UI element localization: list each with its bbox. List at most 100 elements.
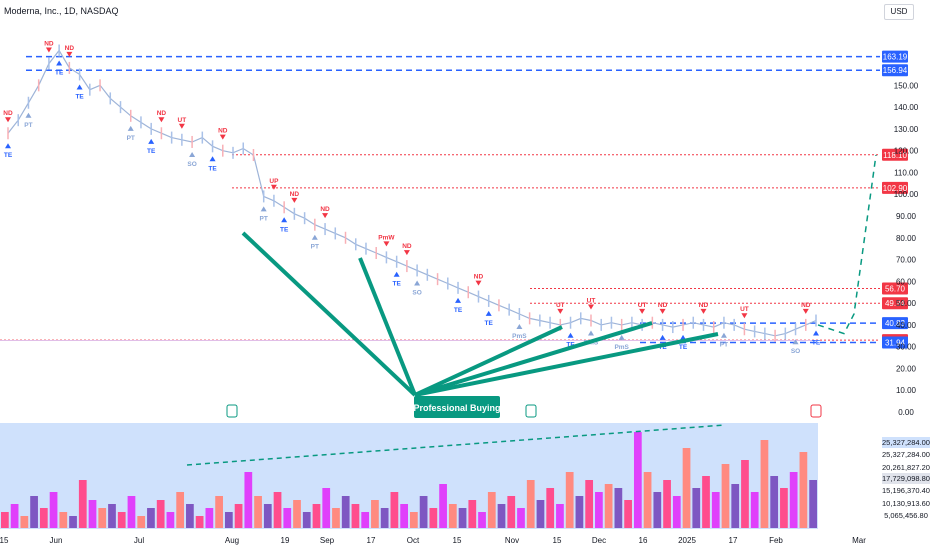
volume-bar <box>711 492 720 528</box>
signal-label: UP <box>269 178 279 185</box>
level-lines: 163.19 156.94 118.10 102.90 56.70 49.94 40.83 3… <box>0 50 908 349</box>
signal-triangle <box>45 47 52 53</box>
signal-triangle <box>178 123 185 129</box>
price-tick-label: 0.00 <box>898 408 914 417</box>
earnings-icon[interactable] <box>226 404 238 418</box>
volume-bar <box>546 488 555 528</box>
signal-triangle <box>587 304 594 310</box>
signal-triangle <box>567 332 574 338</box>
volume-bar <box>682 448 691 528</box>
volume-bar <box>604 484 613 528</box>
price-level-label: 49.94 <box>885 299 906 308</box>
signal-triangle <box>383 241 390 247</box>
time-tick-label: Aug <box>225 536 239 545</box>
price-tick-label: 150.00 <box>894 81 919 90</box>
signal-label: TE <box>454 307 463 314</box>
volume-bar <box>127 496 136 528</box>
volume-bar <box>137 516 146 528</box>
volume-bar <box>147 508 155 528</box>
signal-triangle <box>639 308 646 314</box>
volume-bar <box>302 512 311 528</box>
signal-triangle <box>720 332 727 338</box>
volume-bar <box>312 504 321 528</box>
volume-tick-label: 20,261,827.20 <box>882 463 930 472</box>
signal-triangle <box>455 297 462 303</box>
volume-bar <box>633 432 642 528</box>
signal-label: ND <box>44 41 54 48</box>
callout-box <box>414 396 500 418</box>
signal-label: SO <box>187 161 196 168</box>
signal-label: PT <box>311 244 319 251</box>
currency-selector[interactable]: USD <box>884 4 914 20</box>
price-level-badge <box>882 336 908 349</box>
professional-buying-callout: Professional Buying <box>241 231 719 418</box>
price-tick-label: 30.00 <box>896 343 917 352</box>
signal-triangle <box>659 308 666 314</box>
volume-tick-badge <box>882 437 930 448</box>
price-axis: 0.00 10.00 20.00 30.00 40.00 50.00 60.00 70.00 8… <box>894 81 919 417</box>
volume-panel-background <box>0 423 818 529</box>
time-tick-label: 17 <box>729 536 738 545</box>
signal-label: TE <box>55 69 64 76</box>
volume-bar <box>20 516 29 528</box>
volume-bar <box>760 440 769 528</box>
callout-arrow <box>414 321 653 397</box>
volume-bar <box>585 480 594 528</box>
price-tick-label: 10.00 <box>896 386 917 395</box>
signal-markers: NDNDNDTETETEPTUTNDNDPTTESOTEPTUPNDNDTEPT… <box>3 0 902 355</box>
price-level-label: 156.94 <box>883 66 908 75</box>
volume-bar <box>741 460 749 528</box>
signal-label: ND <box>883 0 893 2</box>
volume-bar <box>663 480 671 528</box>
volume-bar <box>117 512 126 528</box>
callout-arrow <box>414 332 719 397</box>
volume-bar <box>556 504 564 528</box>
price-tick-label: 60.00 <box>896 277 917 286</box>
volume-bar <box>88 500 97 528</box>
signal-label: ND <box>157 110 167 117</box>
signal-label: PmW <box>378 234 395 241</box>
earnings-icon[interactable] <box>810 404 822 418</box>
price-tick-label: 140.00 <box>894 103 919 112</box>
volume-bar <box>390 492 399 528</box>
volume-bar <box>536 500 545 528</box>
price-tick-label: 20.00 <box>896 364 917 373</box>
signal-label: UT <box>556 302 565 309</box>
signal-label: PT <box>260 215 268 222</box>
signal-triangle <box>209 156 216 162</box>
signal-label: ND <box>218 128 228 135</box>
signal-label: SO <box>791 348 800 355</box>
callout-label: Professional Buying <box>413 403 500 413</box>
signal-label: TE <box>679 344 688 351</box>
volume-bar <box>166 512 175 528</box>
price-level-badge <box>882 64 908 77</box>
time-tick-label: Oct <box>407 536 420 545</box>
signal-label: ND <box>3 110 13 117</box>
volume-bar <box>10 504 19 528</box>
signal-triangle <box>700 308 707 314</box>
signal-label: UT <box>638 302 647 309</box>
price-level-badge <box>882 297 908 310</box>
volume-bar <box>361 512 370 528</box>
signal-triangle <box>813 330 819 336</box>
signal-label: SO <box>412 289 421 296</box>
signal-triangle <box>56 60 63 66</box>
volume-bar <box>526 480 535 528</box>
callout-arrow <box>414 325 563 397</box>
earnings-icon[interactable] <box>525 404 537 418</box>
signal-label: ND <box>402 243 412 250</box>
signal-label: PT <box>720 342 728 349</box>
signal-label: UT <box>587 298 596 305</box>
volume-bar <box>565 472 574 528</box>
volume-bar <box>702 476 710 528</box>
volume-bar <box>439 484 447 528</box>
signal-triangle <box>475 280 482 286</box>
price-level-label: 31.94 <box>885 338 906 347</box>
price-level-badge <box>882 50 908 63</box>
volume-tick-label: 17,729,098.80 <box>882 474 930 483</box>
price-tick-label: 40.00 <box>896 321 917 330</box>
signal-triangle <box>5 117 11 123</box>
volume-bar <box>273 492 282 528</box>
signal-label: ND <box>801 302 811 309</box>
